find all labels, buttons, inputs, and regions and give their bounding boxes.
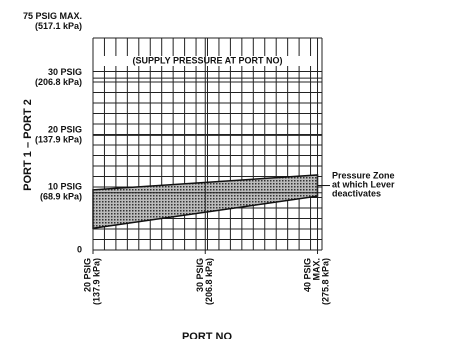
- y-tick-label-line: 10 PSIG: [48, 182, 82, 192]
- legend-label: Pressure Zone at which Lever deactivates: [332, 171, 395, 199]
- y-tick-label-line: (206.8 kPa): [35, 77, 82, 87]
- y-tick-label-line: 20 PSIG: [48, 125, 82, 135]
- x-tick-label-line: (206.8 kPa): [204, 258, 214, 305]
- y-max-label-line: 75 PSIG MAX.: [23, 11, 82, 21]
- x-tick-label-line: (137.9 kPa): [92, 258, 102, 305]
- y-tick-label: 0: [77, 244, 82, 254]
- y-tick-label-line: (68.9 kPa): [40, 192, 82, 202]
- y-tick-label: 30 PSIG (206.8 kPa): [35, 67, 82, 87]
- annotation-box: [95, 56, 320, 66]
- x-tick-label-line: 20 PSIG: [83, 258, 93, 292]
- y-max-label: 75 PSIG MAX. (517.1 kPa): [23, 11, 82, 31]
- y-tick-label-line: 30 PSIG: [48, 67, 82, 77]
- y-max-label-line: (517.1 kPa): [35, 21, 82, 31]
- x-tick-group: 20 PSIG(137.9 kPa): [83, 258, 102, 305]
- x-tick-label: 30 PSIG(206.8 kPa): [195, 258, 214, 305]
- legend-label-line: deactivates: [332, 189, 381, 199]
- y-tick-label: 20 PSIG (137.9 kPa): [35, 125, 82, 145]
- x-tick-label: 20 PSIG(137.9 kPa): [83, 258, 102, 305]
- legend-label-line: Pressure Zone: [332, 171, 395, 181]
- x-tick-label-line: MAX.: [312, 258, 322, 281]
- x-tick-label-line: 40 PSIG: [303, 258, 313, 292]
- x-tick-label-line: (275.8 kPa): [321, 258, 331, 305]
- x-tick-group: 40 PSIGMAX.(275.8 kPa): [303, 258, 331, 305]
- x-tick-group: 30 PSIG(206.8 kPa): [195, 258, 214, 305]
- y-tick-label: 10 PSIG (68.9 kPa): [40, 182, 82, 202]
- x-tick-label-line: 30 PSIG: [195, 258, 205, 292]
- x-tick-label: 40 PSIGMAX.(275.8 kPa): [303, 258, 331, 305]
- annotation: (SUPPLY PRESSURE AT PORT NO): [132, 55, 282, 65]
- legend-label-line: at which Lever: [332, 180, 395, 190]
- y-axis-title: PORT 1 – PORT 2: [22, 99, 34, 191]
- x-axis-title: PORT NO: [182, 331, 233, 339]
- y-tick-label-line: (137.9 kPa): [35, 135, 82, 145]
